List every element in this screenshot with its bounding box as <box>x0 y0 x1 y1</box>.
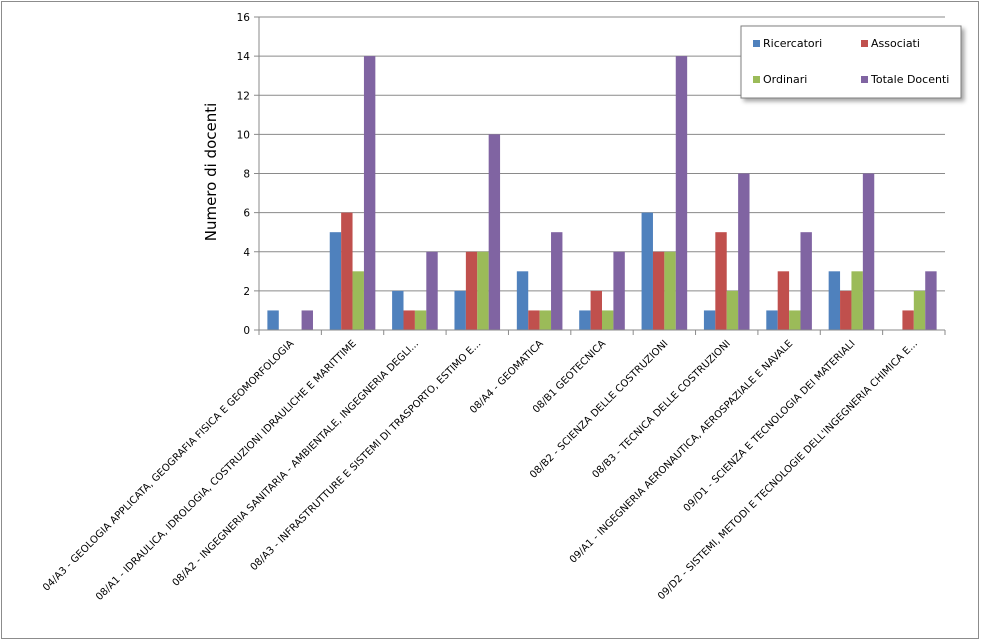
bar <box>454 290 466 330</box>
legend-label: Totale Docenti <box>870 73 949 86</box>
bar <box>902 310 914 330</box>
bar <box>477 251 489 330</box>
bar <box>465 251 478 330</box>
bar <box>675 56 688 330</box>
y-tick-label: 2 <box>243 286 250 298</box>
bar <box>341 212 353 330</box>
bar <box>726 290 739 330</box>
y-tick-label: 16 <box>237 12 251 24</box>
bar <box>392 290 404 330</box>
bar <box>851 271 863 330</box>
x-category-label: 08/B3 - TECNICA DELLE COSTRUZIONI <box>591 338 733 480</box>
bar <box>840 290 852 330</box>
x-category-label: 08/A3 - INFRASTRUTTURE E SISTEMI DI TRAS… <box>249 338 484 573</box>
bar <box>528 310 540 330</box>
bar <box>641 212 653 330</box>
bar <box>301 310 313 330</box>
bar <box>267 310 279 330</box>
x-category-labels: 04/A3 - GEOLOGIA APPLICATA, GEOGRAFIA FI… <box>41 338 920 603</box>
legend-swatch <box>753 40 760 47</box>
legend-swatch <box>753 76 760 83</box>
bar <box>828 271 841 330</box>
x-category-label: 09/A1 - INGEGNERIA AERONAUTICA, AEROSPAZ… <box>568 338 795 565</box>
y-tick-labels: 0 2 4 6 8 10 12 14 16 <box>237 12 251 337</box>
y-tick-label: 14 <box>237 51 251 63</box>
bar <box>738 173 750 330</box>
legend-item: Associati <box>861 37 920 50</box>
bar <box>800 232 812 330</box>
legend-item: Ordinari <box>753 73 807 86</box>
legend-swatch <box>861 76 868 83</box>
x-category-label: 08/A2 - INGEGNERIA SANITARIA - AMBIENTAL… <box>171 338 421 588</box>
y-tick-label: 8 <box>243 169 250 181</box>
bar <box>789 310 801 330</box>
bar <box>352 271 364 330</box>
bar <box>664 251 676 330</box>
bar <box>539 310 552 330</box>
legend-swatch <box>861 40 868 47</box>
bars <box>267 56 937 330</box>
axes <box>254 16 946 335</box>
bar <box>403 310 415 330</box>
bar <box>414 310 427 330</box>
bar <box>652 251 665 330</box>
x-category-label: 08/B2 - SCIENZA DELLE COSTRUZIONI <box>528 338 670 480</box>
legend-label: Ordinari <box>763 73 807 86</box>
bar <box>590 290 602 330</box>
legend-item: Ricercatori <box>753 37 822 50</box>
legend-label: Ricercatori <box>763 37 822 50</box>
legend: Ricercatori Associati Ordinari Totale Docen… <box>740 25 962 99</box>
bar <box>363 56 376 330</box>
y-tick-label: 12 <box>237 90 250 102</box>
legend-box <box>740 25 962 99</box>
bar <box>862 173 875 330</box>
y-tick-label: 10 <box>237 129 250 141</box>
bar <box>703 310 716 330</box>
bar <box>579 310 591 330</box>
y-tick-label: 6 <box>243 208 250 220</box>
bar <box>426 251 438 330</box>
bar <box>516 271 529 330</box>
bar <box>602 310 614 330</box>
y-tick-label: 4 <box>243 247 250 259</box>
bar <box>766 310 778 330</box>
bar <box>329 232 342 330</box>
bar <box>913 290 926 330</box>
bar <box>488 134 501 330</box>
legend-item: Totale Docenti <box>861 73 949 86</box>
bar <box>925 271 937 330</box>
x-category-label: 08/A1 - IDRAULICA, IDROLOGIA, COSTRUZION… <box>94 338 359 603</box>
bar <box>551 232 563 330</box>
legend-label: Associati <box>871 37 920 50</box>
y-axis-label: Numero di docenti <box>202 103 220 242</box>
bar <box>715 232 727 330</box>
y-tick-label: 0 <box>243 325 250 337</box>
bar <box>777 271 790 330</box>
bar <box>613 251 625 330</box>
